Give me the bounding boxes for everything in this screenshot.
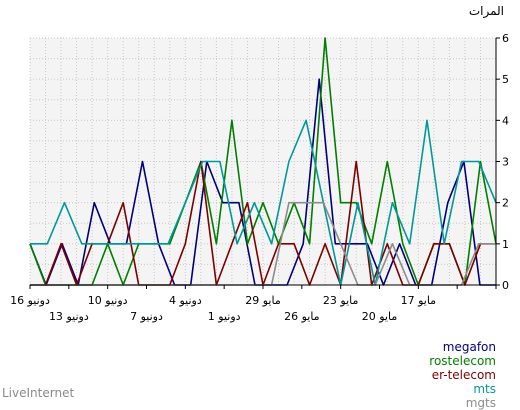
x-tick-label: 26 مايو: [284, 310, 320, 323]
x-tick-label: 10 دونيو: [88, 294, 128, 307]
x-tick-label: 4 دونيو: [169, 294, 202, 307]
y-tick-label: 0: [502, 279, 509, 292]
y-tick-label: 6: [502, 32, 509, 45]
series-line-mts: [30, 119, 497, 286]
legend-item-mgts: mgts: [465, 396, 496, 410]
x-tick-label: 23 مايو: [323, 294, 359, 307]
y-tick-label: 1: [502, 238, 509, 251]
y-tick-label: 4: [502, 114, 509, 127]
watermark: LiveInternet: [2, 386, 75, 400]
legend: megafon rostelecom er-telecom mts mgts: [429, 340, 496, 410]
x-tick-label: 16 دونيو: [10, 294, 50, 307]
y-axis-label: المرات: [468, 4, 504, 18]
x-tick-label: 1 دونيو: [208, 310, 241, 323]
legend-item-megafon: megafon: [442, 340, 496, 354]
legend-item-mts: mts: [473, 382, 496, 396]
legend-item-rostelecom: rostelecom: [429, 354, 496, 368]
legend-item-er-telecom: er-telecom: [431, 368, 496, 382]
y-tick-label: 3: [502, 156, 509, 169]
y-tick-label: 2: [502, 197, 509, 210]
y-tick-label: 5: [502, 73, 509, 86]
x-tick-label: 29 مايو: [245, 294, 281, 307]
x-tick-label: 7 دونيو: [130, 310, 163, 323]
x-tick-label: 20 مايو: [362, 310, 398, 323]
x-tick-label: 17 مايو: [401, 294, 437, 307]
x-tick-label: 13 دونيو: [49, 310, 89, 323]
